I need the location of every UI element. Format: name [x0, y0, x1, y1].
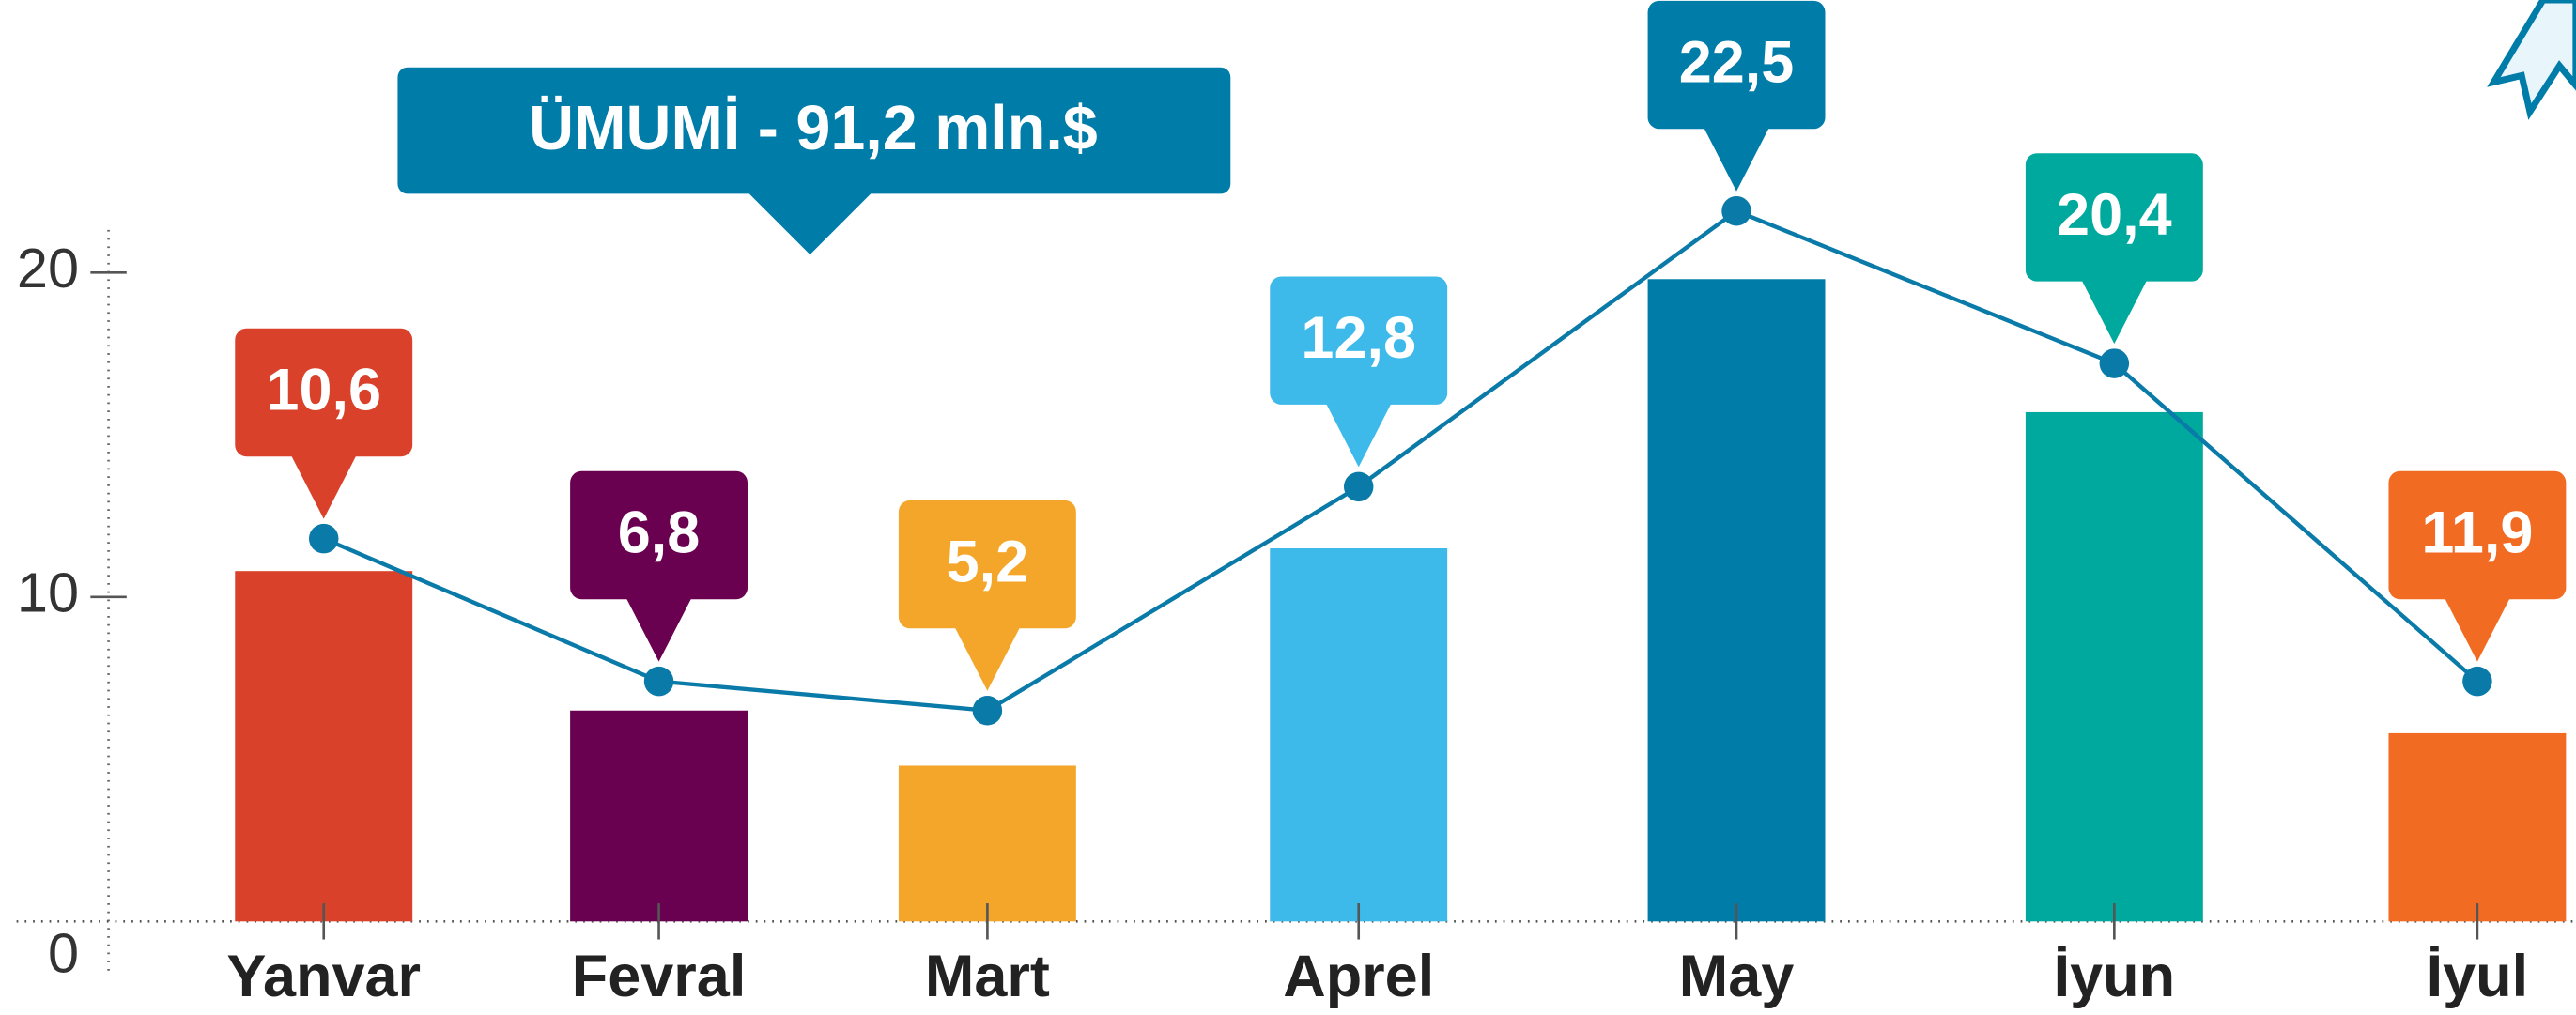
callout-pointer — [954, 626, 1021, 691]
data-label: 11,9 — [2421, 500, 2533, 565]
data-label: 5,2 — [947, 529, 1029, 594]
data-label: 12,8 — [1301, 305, 1416, 371]
bar — [2388, 732, 2567, 922]
line-point — [972, 696, 1003, 726]
callout-box — [1270, 276, 1448, 405]
line-point — [308, 523, 339, 554]
callout-box — [898, 500, 1076, 629]
x-tick-label: İyul — [2427, 944, 2528, 1009]
x-tick-label: Mart — [925, 944, 1050, 1009]
callout-pointer — [290, 454, 357, 519]
title-box — [397, 67, 1231, 194]
bar — [2025, 411, 2203, 922]
bar — [570, 710, 748, 922]
callout-box — [1647, 0, 1826, 130]
x-tick-label: Fevral — [572, 944, 747, 1009]
data-label: 10,6 — [266, 357, 381, 423]
line-point — [643, 666, 674, 697]
callout-box — [235, 328, 413, 457]
bar — [898, 765, 1076, 922]
x-tick-label: İyun — [2054, 944, 2175, 1009]
callout-pointer — [1325, 403, 1392, 468]
callout-box — [2388, 470, 2567, 600]
x-tick-label: Yanvar — [226, 944, 421, 1009]
x-tick-label: May — [1679, 944, 1795, 1009]
bar — [1270, 548, 1448, 922]
callout-pointer — [1704, 127, 1770, 192]
callout-box — [570, 470, 748, 600]
line-point — [2099, 348, 2130, 378]
line-point — [1721, 195, 1751, 226]
line-point — [2462, 666, 2492, 697]
x-tick-label: Aprel — [1283, 944, 1434, 1009]
title-pointer — [748, 192, 872, 255]
callout-box — [2025, 153, 2203, 282]
arrow-icon — [2487, 0, 2576, 120]
callout-pointer — [625, 597, 692, 662]
bar — [1647, 279, 1826, 922]
chart-title: ÜMUMİ - 91,2 mln.$ — [529, 94, 1098, 163]
line-point — [1343, 471, 1374, 502]
callout-pointer — [2444, 597, 2510, 662]
data-label: 22,5 — [1679, 29, 1795, 95]
y-tick-label: 20 — [17, 237, 79, 300]
callout-pointer — [2081, 279, 2148, 345]
y-tick-label: 0 — [48, 921, 79, 984]
data-label: 20,4 — [2057, 182, 2172, 248]
bar — [235, 571, 413, 922]
data-label: 6,8 — [618, 500, 701, 565]
y-tick-label: 10 — [17, 561, 79, 624]
